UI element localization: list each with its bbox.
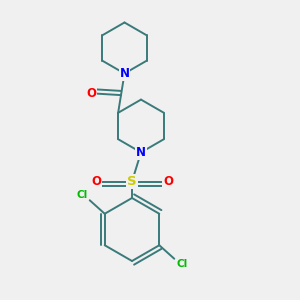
Text: N: N bbox=[119, 67, 130, 80]
Text: S: S bbox=[127, 175, 137, 188]
Text: Cl: Cl bbox=[76, 190, 88, 200]
Text: O: O bbox=[163, 175, 173, 188]
Text: N: N bbox=[136, 146, 146, 159]
Text: O: O bbox=[86, 87, 96, 100]
Text: Cl: Cl bbox=[176, 259, 188, 269]
Text: O: O bbox=[91, 175, 101, 188]
